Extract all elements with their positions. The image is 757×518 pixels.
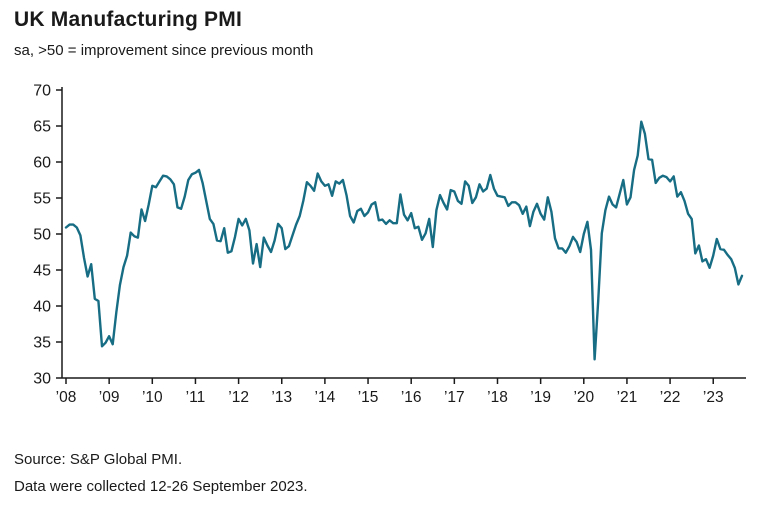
- y-tick-label: 35: [33, 335, 51, 352]
- collection-note: Data were collected 12-26 September 2023…: [14, 478, 308, 495]
- x-tick-label: ’22: [660, 389, 681, 406]
- y-tick-label: 55: [33, 191, 51, 208]
- chart-title: UK Manufacturing PMI: [14, 8, 242, 31]
- x-tick-label: ’11: [186, 389, 206, 406]
- x-tick-label: ’20: [573, 389, 594, 406]
- x-tick-label: ’21: [617, 389, 638, 406]
- x-tick-label: ’15: [358, 389, 379, 406]
- x-tick-label: ’17: [444, 389, 465, 406]
- chart-subtitle: sa, >50 = improvement since previous mon…: [14, 42, 314, 59]
- x-tick-label: ’12: [228, 389, 249, 406]
- pmi-line: [64, 120, 744, 361]
- x-tick-label: ’13: [271, 389, 292, 406]
- y-tick-label: 65: [33, 119, 51, 136]
- x-tick-label: ’19: [530, 389, 551, 406]
- y-tick-label: 70: [33, 83, 51, 100]
- y-tick-label: 30: [33, 371, 51, 388]
- y-tick-label: 50: [33, 227, 51, 244]
- source-note: Source: S&P Global PMI.: [14, 451, 183, 468]
- x-tick-label: ’08: [56, 389, 77, 406]
- x-tick-label: ’18: [487, 389, 508, 406]
- x-tick-label: ’10: [142, 389, 163, 406]
- x-tick-label: ’23: [703, 389, 724, 406]
- y-tick-label: 40: [33, 299, 51, 316]
- y-tick-label: 60: [33, 155, 51, 172]
- x-tick-label: ’14: [315, 389, 336, 406]
- y-tick-label: 45: [33, 263, 51, 280]
- x-tick-label: ’16: [401, 389, 422, 406]
- x-tick-label: ’09: [99, 389, 120, 406]
